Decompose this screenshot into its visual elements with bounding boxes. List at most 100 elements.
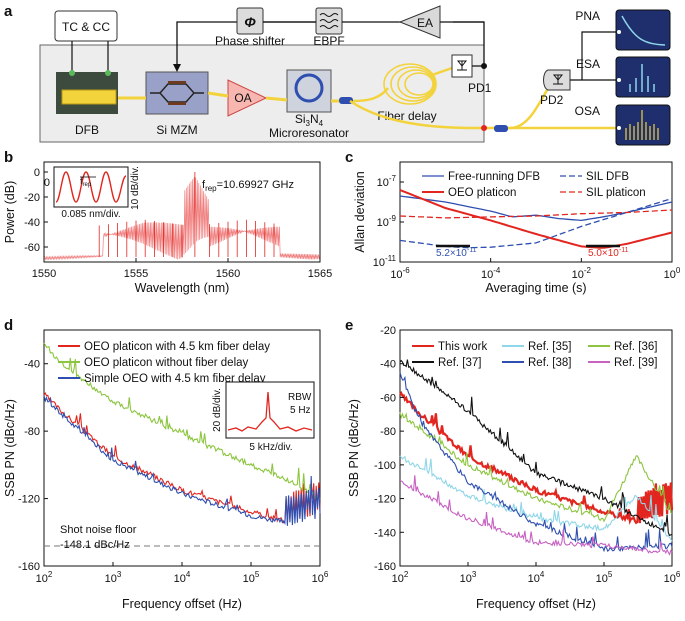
- chart-b-spectrum: [43, 172, 320, 261]
- chart-b-ytick-0: 0: [34, 167, 40, 179]
- chart-d-xtick-2: 104: [174, 570, 191, 585]
- chart-d-inset-xlabel: 5 kHz/div.: [249, 442, 292, 453]
- chart-b-frame: [43, 161, 321, 263]
- panel-label-b: b: [4, 149, 13, 166]
- microresonator-chip: [286, 69, 332, 113]
- chart-c-legend-label-3: SIL platicon: [586, 187, 646, 199]
- chart-c-xtick-1: 10-4: [481, 266, 501, 281]
- chart-d-xtick-3: 105: [243, 570, 260, 585]
- chart-d-xtick-1: 103: [105, 570, 122, 585]
- phase-shifter-box: [236, 7, 264, 35]
- osa-label: OSA: [575, 104, 600, 118]
- esa-screen: [615, 56, 671, 98]
- chart-d-xtick-4: 106: [312, 570, 329, 585]
- microres-label-line2: Microresonator: [269, 126, 349, 140]
- chart-b-ytick-1: -20: [24, 192, 40, 204]
- chart-e-legend-label-1: Ref. [35]: [528, 341, 571, 353]
- chart-c-legend-label-1: SIL DFB: [586, 171, 629, 183]
- chart-e-xlabel: Frequency offset (Hz): [476, 597, 596, 611]
- chart-e-ytick-2: -60: [380, 392, 396, 404]
- chart-b-inset-curve: [55, 171, 127, 203]
- chart-d-series-2: [43, 395, 321, 526]
- tc-cc-label: TC & CC: [62, 20, 110, 34]
- microres-label-line1: Si3N4: [295, 112, 324, 128]
- pd2-label: PD2: [540, 93, 564, 107]
- esa-label: ESA: [576, 57, 600, 71]
- chart-d-floor-value: -148.1 dBc/Hz: [60, 539, 130, 551]
- chart-e-legend-label-4: Ref. [38]: [528, 357, 571, 369]
- pna-label: PNA: [575, 9, 600, 23]
- chart-d-legend: OEO platicon with 4.5 km fiber delay OEO …: [58, 341, 270, 385]
- chart-e-series-5: [399, 475, 673, 556]
- chart-d-inset-curve: [227, 391, 313, 432]
- schematic: TC & CC DFB Si MZM OA Si3N4 Microresonat…: [39, 5, 671, 146]
- chart-e-xtick-2: 104: [528, 570, 545, 585]
- panel-label-d: d: [4, 317, 13, 334]
- microring: [294, 73, 324, 103]
- chart-d-legend-label-0: OEO platicon with 4.5 km fiber delay: [84, 341, 270, 353]
- chart-b-inset-tick-0: 0: [44, 177, 50, 189]
- chart-b-xtick-3: 1565: [308, 268, 332, 280]
- chart-b-inset-frep: frep: [80, 176, 92, 188]
- chart-e-ytick-3: -80: [380, 426, 396, 438]
- chart-d-inset-rbw: RBW: [288, 392, 312, 403]
- chart-d-series-1: [43, 342, 321, 500]
- phase-shifter-label: Phase shifter: [215, 34, 285, 48]
- chart-d-xtick-0: 102: [36, 570, 53, 585]
- chart-b-xlabel: Wavelength (nm): [135, 281, 230, 295]
- chart-d-lines: [43, 342, 321, 526]
- chart-e-series-2: [399, 412, 673, 523]
- oa-amplifier: [227, 79, 268, 117]
- chart-d-ytick-2: -120: [18, 494, 40, 506]
- chart-c-xtick-2: 10-2: [572, 266, 592, 281]
- chart-c-series-2: [399, 189, 673, 249]
- chart-b-inset-xlabel: 0.085 nm/div.: [61, 209, 120, 220]
- chart-c-xtick-3: 100: [664, 266, 681, 281]
- chart-d-legend-label-2: Simple OEO with 4.5 km fiber delay: [84, 373, 266, 385]
- chart-e-ylabel: SSB PN (dBc/Hz): [347, 399, 361, 497]
- chart-e-legend-label-5: Ref. [39]: [614, 357, 657, 369]
- chart-e-legend-label-0: This work: [438, 341, 487, 353]
- connector-1: [339, 97, 353, 104]
- chart-e: 102 103 104 105 106 -20 -40 -60 -80 -100 -120 -140 -…: [347, 325, 681, 611]
- chart-e-lines: [399, 359, 674, 556]
- chart-d-ytick-1: -80: [24, 426, 40, 438]
- chart-b: 1550 1555 1560 1565 0 -20 -40 -60 Wavelength (n…: [3, 161, 332, 295]
- chart-e-xtick-4: 106: [664, 570, 681, 585]
- panel-label-e: e: [345, 317, 353, 334]
- chart-e-legend-label-3: Ref. [37]: [438, 357, 481, 369]
- chart-e-ytick-4: -100: [374, 460, 396, 472]
- osa-comb: [625, 110, 659, 140]
- chart-c-legend-label-0: Free-running DFB: [448, 171, 540, 183]
- pna-screen: [615, 9, 671, 51]
- ea-label: EA: [417, 16, 433, 30]
- chart-c-series-0: [399, 195, 673, 222]
- chart-e-ytick-0: -20: [380, 325, 396, 337]
- fiber-delay-coil: [383, 63, 437, 105]
- chart-e-xtick-3: 105: [596, 570, 613, 585]
- chart-e-ytick-6: -140: [374, 527, 396, 539]
- chart-b-ytick-2: -40: [24, 217, 40, 229]
- chart-b-spectrum-line: [43, 177, 320, 261]
- panel-label-c: c: [345, 149, 353, 166]
- chart-e-ytick-1: -40: [380, 359, 396, 371]
- chart-d-xlabel: Frequency offset (Hz): [122, 597, 242, 611]
- chart-c: 10-6 10-4 10-2 100 10-7 10-9 10-11 Averaging t…: [353, 161, 681, 295]
- oa-label: OA: [234, 91, 251, 105]
- chart-c-ytick-2: 10-11: [373, 254, 397, 269]
- chart-b-xtick-2: 1560: [216, 268, 240, 280]
- chart-d-inset-ylabel: 20 dB/div.: [212, 388, 223, 432]
- chart-d-legend-label-1: OEO platicon without fiber delay: [84, 357, 249, 369]
- ebpf-label: EBPF: [313, 34, 344, 48]
- chart-e-ytick-7: -160: [374, 561, 396, 573]
- chart-e-legend: This work Ref. [35] Ref. [36] Ref. [37] Ref.…: [412, 341, 657, 369]
- chart-c-annotation-blue: 5.2×10-11: [436, 247, 477, 259]
- chart-e-series-3: [399, 359, 673, 537]
- chart-c-ytick-1: 10-9: [377, 214, 397, 229]
- tc-cc-box: [54, 10, 118, 42]
- dfb-label: DFB: [75, 123, 99, 137]
- chart-d: 102 103 104 105 106 -40 -80 -120 -160 Shot noise…: [3, 329, 329, 611]
- chart-d-floor-label: Shot noise floor: [60, 524, 137, 536]
- connector-2: [494, 125, 508, 132]
